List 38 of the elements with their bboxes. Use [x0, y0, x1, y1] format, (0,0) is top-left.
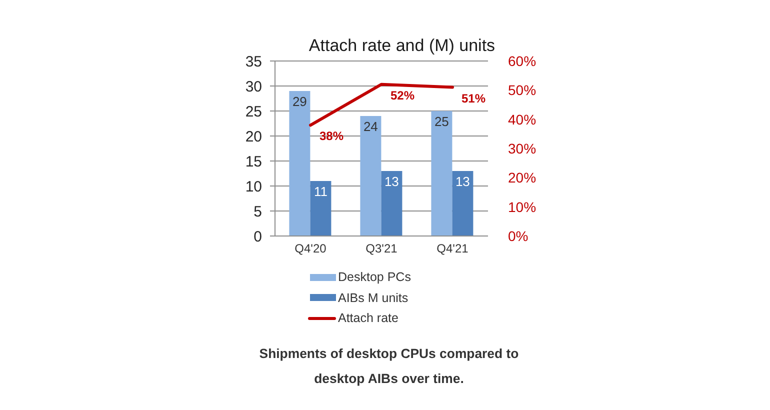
y2-tick-label: 40%	[508, 111, 536, 128]
data-label: 51%	[462, 91, 486, 106]
y2-tick-label: 60%	[508, 52, 536, 69]
y2-tick-label: 30%	[508, 140, 536, 156]
data-label: 25	[434, 114, 449, 130]
bar	[381, 171, 402, 236]
data-label: 13	[455, 174, 470, 190]
data-label: 24	[363, 119, 378, 134]
legend-label: Desktop PCs	[338, 270, 411, 284]
data-label: 38%	[320, 129, 344, 144]
bar	[310, 181, 332, 236]
x-tick-label: Q4'21	[436, 242, 469, 256]
bar	[452, 171, 474, 236]
x-tick-label: Q4'20	[294, 242, 327, 256]
bar	[431, 111, 452, 236]
y-tick-label: 25	[245, 103, 262, 120]
legend-label: Attach rate	[338, 311, 398, 326]
y2-tick-label: 0%	[508, 228, 528, 244]
data-label: 29	[292, 94, 307, 110]
text: Shipments of desktop CPUs compared to desktop AIBs over time.	[258, 345, 520, 388]
y2-tick-label: 50%	[508, 82, 536, 98]
y-tick-label: 20	[245, 128, 262, 146]
y-tick-label: 0	[254, 228, 262, 246]
bar	[360, 116, 382, 236]
y2-tick-label: 10%	[508, 198, 536, 215]
data-label: 11	[314, 184, 328, 200]
x-tick-label: Q3'21	[366, 242, 398, 256]
y-tick-label: 5	[254, 203, 262, 220]
legend-label: AIBs M units	[338, 290, 408, 305]
y-tick-label: 15	[245, 153, 262, 170]
data-label: 52%	[390, 88, 415, 102]
y-tick-label: 30	[245, 78, 262, 96]
data-label: 13	[384, 174, 399, 190]
y-tick-label: 35	[245, 53, 262, 70]
bar	[289, 91, 310, 236]
chart-title: Attach rate and (M) units	[308, 36, 496, 55]
y-tick-label: 10	[245, 178, 262, 196]
y2-tick-label: 20%	[508, 170, 536, 186]
